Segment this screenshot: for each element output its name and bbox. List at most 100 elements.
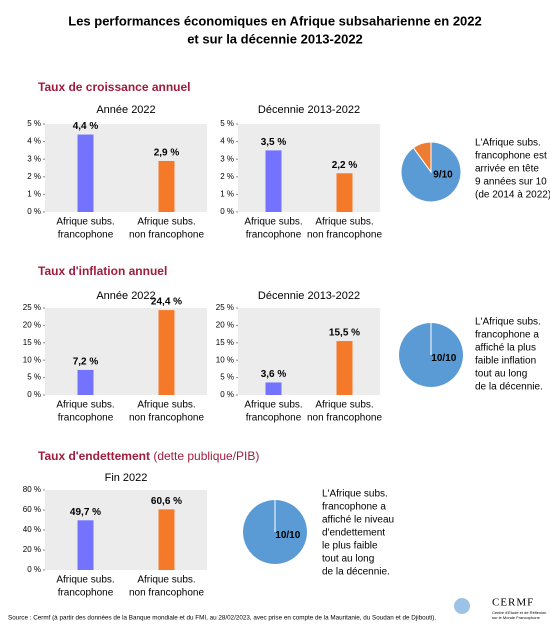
y-tick-label: 10 %	[23, 355, 41, 364]
chart-title: Décennie 2013-2022	[258, 290, 360, 302]
x-tick-label: Afrique subs.	[56, 217, 114, 228]
x-tick-label: francophone	[246, 230, 302, 241]
y-tick-label: 0 %	[27, 390, 41, 399]
chart-title: Année 2022	[96, 290, 155, 302]
chart-title: Décennie 2013-2022	[258, 104, 360, 116]
logo-name: CERMF	[492, 597, 534, 609]
y-tick-label: 0 %	[220, 390, 234, 399]
value-label: 7,2 %	[73, 357, 99, 368]
plot-area	[45, 490, 207, 570]
pie-slice	[412, 141, 432, 174]
x-tick-label: non francophone	[307, 413, 383, 424]
y-tick-label: 20 %	[23, 321, 41, 330]
note-line: le plus faible	[322, 541, 378, 552]
x-tick-label: Afrique subs.	[315, 400, 373, 411]
x-tick-label: francophone	[246, 413, 302, 424]
pie-label: 9/10	[433, 170, 453, 181]
y-tick-label: 25 %	[23, 303, 41, 312]
x-tick-label: non francophone	[129, 230, 205, 241]
y-tick-label: 40 %	[23, 525, 41, 534]
x-tick-label: Afrique subs.	[137, 575, 195, 586]
y-tick-label: 0 %	[27, 207, 41, 216]
value-label: 15,5 %	[329, 328, 360, 339]
title-line: Les performances économiques en Afrique …	[68, 13, 482, 28]
y-tick-label: 5 %	[27, 119, 41, 128]
y-tick-label: 2 %	[220, 172, 234, 181]
value-label: 3,6 %	[261, 369, 287, 380]
x-tick-label: Afrique subs.	[315, 217, 373, 228]
note-line: faible inflation	[475, 356, 536, 367]
y-tick-label: 0 %	[27, 565, 41, 574]
x-tick-label: non francophone	[307, 230, 383, 241]
note-line: de la décennie.	[322, 567, 390, 578]
x-tick-label: Afrique subs.	[244, 400, 302, 411]
plot-area	[238, 308, 380, 395]
y-tick-label: 1 %	[220, 190, 234, 199]
note-line: 9 années sur 10	[475, 177, 547, 188]
y-tick-label: 5 %	[220, 119, 234, 128]
note-line: francophone est	[475, 151, 547, 162]
note-line: d'endettement	[322, 528, 385, 539]
note-line: tout au long	[475, 369, 527, 380]
note-line: (de 2014 à 2022).	[475, 190, 550, 201]
section-heading: Taux de croissance annuel	[38, 80, 191, 94]
x-tick-label: Afrique subs.	[56, 575, 114, 586]
x-tick-label: Afrique subs.	[137, 400, 195, 411]
note-line: affiché le niveau	[322, 515, 394, 526]
pie-label: 10/10	[275, 530, 300, 541]
note-line: de la décennie.	[475, 382, 543, 393]
plot-area	[45, 308, 207, 395]
chart-title: Fin 2022	[105, 472, 148, 484]
y-tick-label: 60 %	[23, 505, 41, 514]
note-line: tout au long	[322, 554, 374, 565]
y-tick-label: 20 %	[23, 545, 41, 554]
section-heading-main: Taux d'endettement	[38, 449, 150, 463]
logo-tagline: Centre d'Etude et de Réflexion	[492, 610, 546, 615]
y-tick-label: 4 %	[220, 137, 234, 146]
bar	[158, 310, 175, 395]
logo-icon	[454, 598, 470, 614]
y-tick-label: 10 %	[216, 355, 234, 364]
y-tick-label: 0 %	[220, 207, 234, 216]
x-tick-label: Afrique subs.	[56, 400, 114, 411]
x-tick-label: non francophone	[129, 413, 205, 424]
source: Source : Cermf (à partir des données de …	[8, 615, 436, 622]
x-tick-label: non francophone	[129, 588, 205, 599]
pie-label: 10/10	[431, 353, 456, 364]
value-label: 4,4 %	[73, 121, 99, 132]
y-tick-label: 3 %	[27, 154, 41, 163]
note-line: francophone a	[322, 502, 386, 513]
bar	[77, 369, 94, 395]
logo-tagline: sur le Monde Francophone	[492, 615, 541, 620]
x-tick-label: francophone	[58, 588, 114, 599]
value-label: 2,2 %	[332, 160, 358, 171]
x-tick-label: Afrique subs.	[137, 217, 195, 228]
y-tick-label: 4 %	[27, 137, 41, 146]
bar	[336, 173, 353, 212]
x-tick-label: Afrique subs.	[244, 217, 302, 228]
bar	[336, 341, 353, 395]
value-label: 3,5 %	[261, 137, 287, 148]
bar	[265, 382, 282, 395]
value-label: 2,9 %	[154, 148, 180, 159]
note-line: affiché la plus	[475, 343, 536, 354]
logo: CERMF Centre d'Etude et de Réflexion sur…	[454, 597, 546, 620]
bar	[265, 150, 282, 212]
y-tick-label: 15 %	[216, 338, 234, 347]
bar	[158, 160, 175, 212]
y-tick-label: 15 %	[23, 338, 41, 347]
section-heading: Taux d'inflation annuel	[38, 264, 167, 278]
x-tick-label: francophone	[58, 413, 114, 424]
y-tick-label: 2 %	[27, 172, 41, 181]
bar	[77, 520, 94, 570]
note-line: arrivée en tête	[475, 164, 539, 175]
plot-area	[45, 124, 207, 212]
bar	[77, 134, 94, 212]
section-heading-detail: (dette publique/PIB)	[153, 449, 259, 463]
y-tick-label: 25 %	[216, 303, 234, 312]
y-tick-label: 5 %	[220, 373, 234, 382]
section-heading: Taux d'endettement (dette publique/PIB)	[38, 449, 259, 463]
plot-area	[238, 124, 380, 212]
title-line: et sur la décennie 2013-2022	[187, 31, 363, 46]
